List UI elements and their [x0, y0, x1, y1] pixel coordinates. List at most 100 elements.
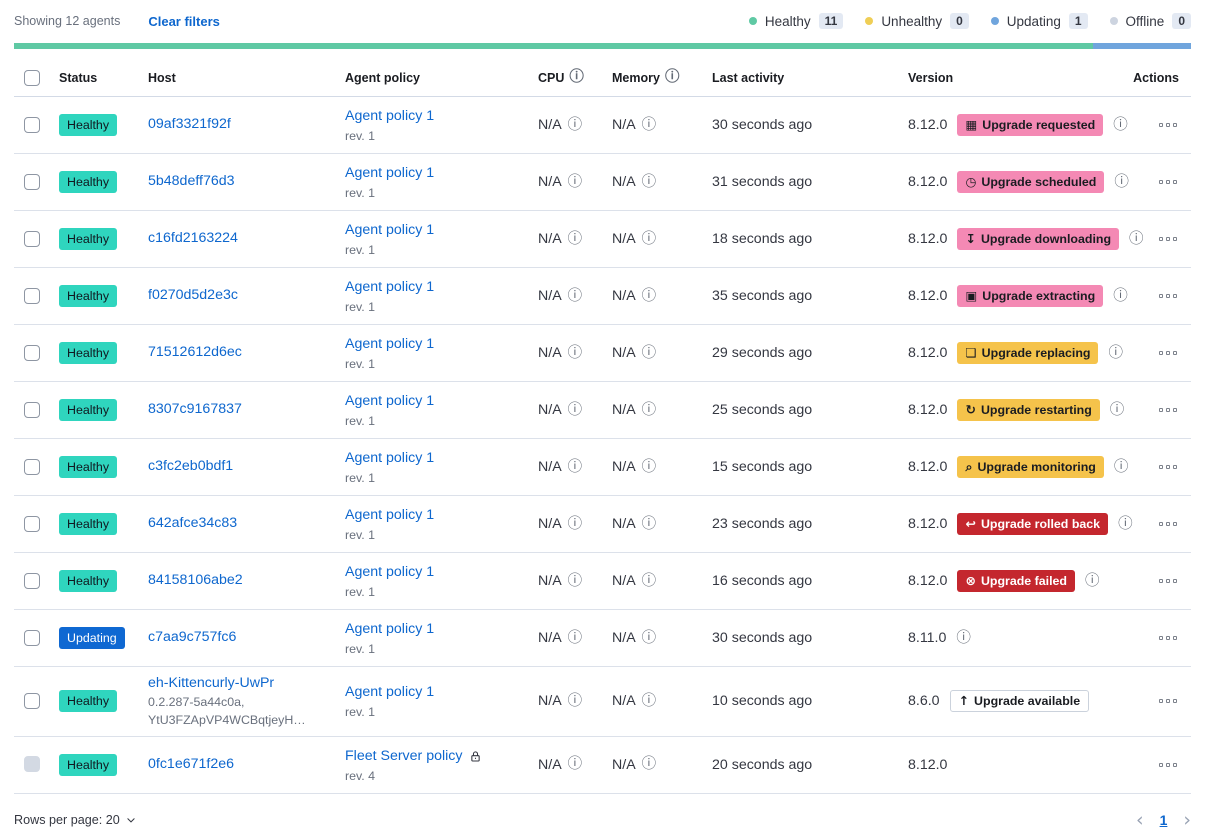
info-icon[interactable]: ⓘ: [641, 572, 657, 589]
info-icon[interactable]: ⓘ: [567, 230, 583, 247]
info-icon[interactable]: ⓘ: [641, 287, 657, 304]
row-checkbox[interactable]: [24, 230, 40, 247]
agent-policy-link[interactable]: Agent policy 1: [345, 684, 435, 701]
agent-policy-link[interactable]: Agent policy 1: [345, 221, 435, 238]
info-icon[interactable]: ⓘ: [641, 116, 657, 133]
info-icon[interactable]: ⓘ: [567, 515, 583, 532]
memory-value: N/A: [612, 756, 636, 773]
row-checkbox[interactable]: [24, 173, 40, 190]
row-checkbox[interactable]: [24, 693, 40, 710]
cpu-info-icon[interactable]: ⓘ: [569, 69, 584, 86]
host-link[interactable]: c3fc2eb0bdf1: [148, 457, 234, 474]
host-link[interactable]: eh-Kittencurly-UwPr: [148, 675, 275, 691]
row-checkbox[interactable]: [24, 572, 40, 589]
host-link[interactable]: 09af3321f92f: [148, 115, 231, 132]
row-checkbox[interactable]: [24, 756, 40, 773]
agent-policy-link[interactable]: Agent policy 1: [345, 164, 435, 181]
agent-policy-link[interactable]: Agent policy 1: [345, 335, 435, 352]
next-page-button[interactable]: ›: [1183, 808, 1191, 831]
info-icon[interactable]: ⓘ: [567, 344, 583, 361]
row-checkbox[interactable]: [24, 344, 40, 361]
agent-policy-link[interactable]: Agent policy 1: [345, 506, 435, 523]
info-icon[interactable]: ⓘ: [641, 344, 657, 361]
info-icon[interactable]: ⓘ: [641, 401, 657, 418]
prev-page-button[interactable]: ‹: [1135, 808, 1144, 831]
row-checkbox[interactable]: [24, 401, 40, 418]
host-link[interactable]: c7aa9c757fc6: [148, 628, 237, 645]
upgrade-details-info-icon[interactable]: ⓘ: [1109, 401, 1125, 418]
host-link[interactable]: 0fc1e671f2e6: [148, 755, 234, 772]
host-link[interactable]: 8307c9167837: [148, 400, 242, 417]
row-checkbox[interactable]: [24, 515, 40, 532]
upgrade-details-info-icon[interactable]: ⓘ: [1114, 173, 1129, 190]
info-icon[interactable]: ⓘ: [567, 458, 583, 475]
row-actions-button[interactable]: [1157, 573, 1179, 589]
host-link[interactable]: c16fd2163224: [148, 229, 238, 246]
host-link[interactable]: 642afce34c83: [148, 514, 238, 531]
upgrade-details-info-icon[interactable]: ⓘ: [1118, 515, 1133, 532]
boxes-horizontal-icon: [1159, 237, 1163, 241]
info-icon[interactable]: ⓘ: [567, 287, 583, 304]
info-icon[interactable]: ⓘ: [567, 116, 583, 133]
row-actions-button[interactable]: [1157, 757, 1179, 773]
info-icon[interactable]: ⓘ: [641, 629, 657, 646]
clear-filters-link[interactable]: Clear filters: [148, 13, 220, 29]
host-link[interactable]: 84158106abe2: [148, 571, 243, 588]
agent-policy-link[interactable]: Agent policy 1: [345, 563, 435, 580]
agent-policy-link[interactable]: Agent policy 1: [345, 107, 435, 124]
select-all-checkbox[interactable]: [24, 69, 40, 86]
row-actions-button[interactable]: [1157, 231, 1179, 247]
host-link[interactable]: 71512612d6ec: [148, 343, 242, 360]
info-icon[interactable]: ⓘ: [641, 693, 657, 710]
legend-item-offline[interactable]: Offline 0: [1109, 13, 1191, 29]
agent-policy-link[interactable]: Fleet Server policy: [345, 747, 463, 764]
row-checkbox[interactable]: [24, 458, 40, 475]
cpu-cell: N/A ⓘ: [528, 757, 602, 773]
row-checkbox[interactable]: [24, 116, 40, 133]
row-actions-button[interactable]: [1157, 693, 1179, 709]
upgrade-details-info-icon[interactable]: ⓘ: [956, 629, 971, 646]
upgrade-details-info-icon[interactable]: ⓘ: [1113, 116, 1128, 133]
memory-info-icon[interactable]: ⓘ: [664, 69, 680, 86]
upgrade-details-info-icon[interactable]: ⓘ: [1113, 458, 1129, 475]
info-icon[interactable]: ⓘ: [567, 693, 583, 710]
info-icon[interactable]: ⓘ: [641, 458, 657, 475]
policy-cell: Fleet Server policy rev. 4: [335, 747, 528, 783]
info-icon[interactable]: ⓘ: [641, 756, 657, 773]
upgrade-details-info-icon[interactable]: ⓘ: [1129, 230, 1144, 247]
row-actions-button[interactable]: [1157, 174, 1179, 190]
host-link[interactable]: f0270d5d2e3c: [148, 286, 238, 303]
info-icon[interactable]: ⓘ: [567, 401, 583, 418]
row-actions-button[interactable]: [1157, 630, 1179, 646]
info-icon[interactable]: ⓘ: [567, 173, 583, 190]
row-checkbox[interactable]: [24, 287, 40, 304]
info-icon[interactable]: ⓘ: [567, 572, 583, 589]
legend-item-updating[interactable]: Updating 1: [990, 13, 1088, 29]
host-link[interactable]: 5b48deff76d3: [148, 172, 235, 189]
page-1-button[interactable]: 1: [1159, 812, 1168, 829]
legend-item-healthy[interactable]: Healthy 11: [748, 13, 844, 29]
row-actions-button[interactable]: [1157, 345, 1179, 361]
row-checkbox[interactable]: [24, 629, 40, 646]
agent-policy-link[interactable]: Agent policy 1: [345, 449, 435, 466]
row-actions-button[interactable]: [1157, 402, 1179, 418]
upgrade-badge-label: Upgrade available: [974, 694, 1081, 709]
upgrade-details-info-icon[interactable]: ⓘ: [1085, 572, 1100, 589]
agent-policy-link[interactable]: Agent policy 1: [345, 392, 435, 409]
row-actions-button[interactable]: [1157, 459, 1179, 475]
info-icon[interactable]: ⓘ: [567, 756, 583, 773]
col-actions: Actions: [1133, 70, 1179, 85]
info-icon[interactable]: ⓘ: [641, 173, 657, 190]
info-icon[interactable]: ⓘ: [641, 230, 657, 247]
row-actions-button[interactable]: [1157, 117, 1179, 133]
agent-policy-link[interactable]: Agent policy 1: [345, 278, 435, 295]
legend-item-unhealthy[interactable]: Unhealthy 0: [865, 13, 969, 29]
row-actions-button[interactable]: [1157, 516, 1179, 532]
info-icon[interactable]: ⓘ: [567, 629, 583, 646]
rows-per-page-button[interactable]: Rows per page: 20: [14, 813, 136, 827]
upgrade-details-info-icon[interactable]: ⓘ: [1113, 287, 1128, 304]
agent-policy-link[interactable]: Agent policy 1: [345, 620, 435, 637]
row-actions-button[interactable]: [1157, 288, 1179, 304]
info-icon[interactable]: ⓘ: [641, 515, 657, 532]
upgrade-details-info-icon[interactable]: ⓘ: [1108, 344, 1123, 361]
